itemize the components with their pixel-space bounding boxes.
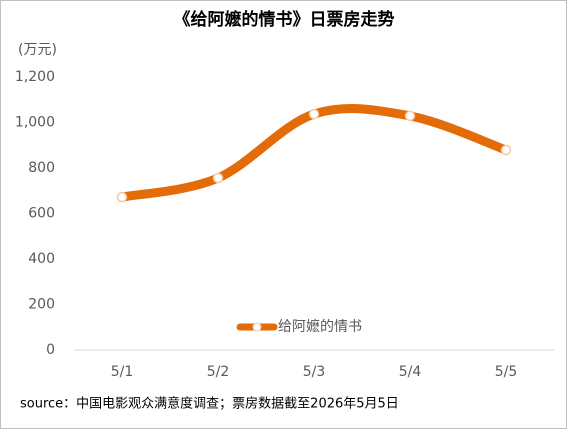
x-tick-label: 5/1 [111,364,134,380]
marker [116,191,128,203]
x-tick-label: 5/5 [495,364,518,380]
y-tick-label: 400 [28,251,55,267]
x-tick-label: 5/4 [399,364,422,380]
marker [308,108,320,120]
marker [404,110,416,122]
y-tick-label: 1,200 [15,69,55,85]
source: source：中国电影观众满意度调查；票房数据截至2026年5月5日 [20,396,399,412]
x-tick-label: 5/3 [303,364,326,380]
marker [212,172,224,184]
y-tick-label: 1,000 [15,115,55,131]
y-unit: (万元) [18,42,57,58]
legend-label: 给阿嬷的情书 [278,319,362,335]
y-tick-label: 0 [46,342,55,358]
legend-marker [252,322,262,332]
y-tick-label: 200 [28,297,55,313]
marker [500,144,512,156]
chart-title: 《给阿嬷的情书》日票房走势 [174,9,395,30]
y-tick-label: 800 [28,160,55,176]
y-tick-label: 600 [28,206,55,222]
x-tick-label: 5/2 [207,364,230,380]
